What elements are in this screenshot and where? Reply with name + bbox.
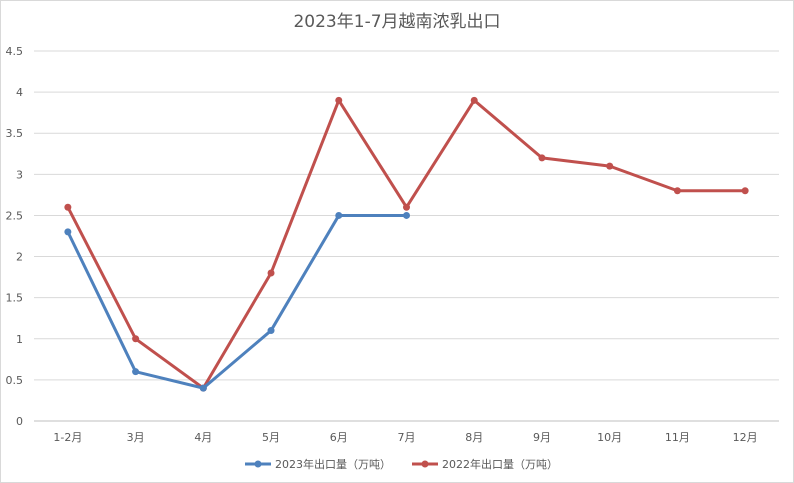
legend-label: 2023年出口量（万吨） bbox=[275, 457, 391, 471]
legend-item: 2023年出口量（万吨） bbox=[245, 457, 391, 471]
gridlines bbox=[34, 50, 779, 422]
y-tick-label: 0 bbox=[16, 415, 23, 428]
legend-swatch-marker bbox=[421, 460, 429, 468]
x-tick-label: 7月 bbox=[398, 431, 416, 444]
x-tick-label: 6月 bbox=[330, 431, 348, 444]
x-tick-label: 1-2月 bbox=[53, 431, 82, 444]
series-2 bbox=[64, 96, 749, 392]
y-tick-label: 2 bbox=[16, 251, 23, 264]
x-tick-label: 4月 bbox=[194, 431, 212, 444]
x-axis-ticks: 1-2月 3月 4月 5月 6月 7月 8月 9月 10月 11月 12月 bbox=[53, 431, 757, 444]
data-point bbox=[64, 228, 72, 236]
x-tick-label: 10月 bbox=[597, 431, 622, 444]
series-line bbox=[66, 213, 408, 390]
series-lines bbox=[64, 96, 749, 392]
series-1 bbox=[64, 211, 410, 392]
data-point bbox=[335, 96, 343, 104]
data-point bbox=[132, 335, 140, 343]
y-tick-label: 3.5 bbox=[6, 127, 24, 140]
series-line bbox=[66, 98, 747, 390]
x-tick-label: 8月 bbox=[465, 431, 483, 444]
y-tick-label: 0.5 bbox=[6, 374, 24, 387]
data-point bbox=[64, 203, 72, 211]
legend: 2023年出口量（万吨） 2022年出口量（万吨） bbox=[245, 457, 558, 471]
y-tick-label: 3 bbox=[16, 168, 23, 181]
legend-swatch-marker bbox=[254, 460, 262, 468]
y-tick-label: 1 bbox=[16, 333, 23, 346]
data-point bbox=[403, 203, 410, 211]
data-point bbox=[470, 96, 478, 104]
chart-title: 2023年1-7月越南浓乳出口 bbox=[293, 12, 500, 32]
x-tick-label: 11月 bbox=[665, 431, 690, 444]
x-tick-label: 12月 bbox=[733, 431, 758, 444]
x-tick-label: 9月 bbox=[533, 431, 551, 444]
data-point bbox=[267, 327, 275, 335]
y-tick-label: 4 bbox=[16, 86, 23, 99]
data-point bbox=[606, 162, 614, 170]
x-tick-label: 3月 bbox=[127, 431, 145, 444]
data-point bbox=[199, 384, 207, 392]
data-point bbox=[267, 269, 275, 277]
y-tick-label: 2.5 bbox=[6, 209, 24, 222]
data-point bbox=[673, 187, 681, 195]
y-axis-ticks: 0 0.5 1 1.5 2 2.5 3 3.5 4 4.5 bbox=[6, 45, 24, 428]
data-point bbox=[335, 211, 343, 219]
legend-item: 2022年出口量（万吨） bbox=[412, 457, 558, 471]
y-tick-label: 4.5 bbox=[6, 45, 24, 58]
x-tick-label: 5月 bbox=[262, 431, 280, 444]
y-tick-label: 1.5 bbox=[6, 292, 24, 305]
data-point bbox=[538, 154, 546, 162]
data-point bbox=[741, 187, 749, 195]
legend-label: 2022年出口量（万吨） bbox=[442, 457, 558, 471]
data-point bbox=[132, 368, 140, 376]
data-point bbox=[403, 211, 410, 219]
